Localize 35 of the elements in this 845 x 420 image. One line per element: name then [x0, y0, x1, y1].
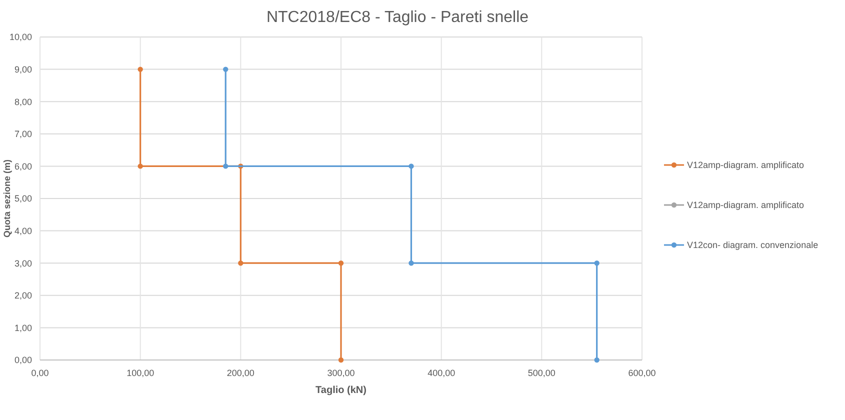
- y-tick-label: 6,00: [14, 161, 32, 172]
- y-tick-label: 2,00: [14, 290, 32, 301]
- x-tick-label: 500,00: [528, 368, 556, 378]
- y-tick-label: 0,00: [14, 355, 32, 366]
- x-tick-label: 600,00: [628, 368, 656, 378]
- legend-label: V12con- diagram. convenzionale: [687, 240, 818, 250]
- y-tick-label: 8,00: [14, 96, 32, 107]
- x-tick-label: 400,00: [428, 368, 456, 378]
- y-tick-label: 9,00: [14, 64, 32, 74]
- x-tick-label: 100,00: [126, 368, 154, 378]
- point: [594, 260, 600, 266]
- y-tick-label: 7,00: [14, 129, 32, 140]
- point: [408, 164, 414, 169]
- y-tick-label: 1,00: [14, 322, 32, 333]
- y-tick-label: 3,00: [14, 258, 32, 268]
- point: [138, 66, 143, 72]
- x-tick-label: 0,00: [31, 368, 49, 378]
- y-tick-label: 10,00: [9, 32, 32, 42]
- y-tick-label: 5,00: [14, 194, 32, 204]
- point: [138, 164, 143, 169]
- legend-label: V12amp-diagram. amplificato: [687, 200, 804, 210]
- x-tick-label: 300,00: [327, 368, 355, 378]
- point: [238, 260, 244, 266]
- x-tick-label: 200,00: [226, 368, 254, 378]
- y-tick-label: 4,00: [14, 226, 32, 236]
- point: [338, 260, 344, 266]
- point: [594, 357, 600, 363]
- chart-title: NTC2018/EC8 - Taglio - Pareti snelle: [266, 9, 529, 26]
- point: [338, 357, 344, 363]
- point: [223, 164, 228, 169]
- x-axis-title: Taglio (kN): [316, 385, 366, 396]
- legend-label: V12amp-diagram. amplificato: [687, 160, 804, 170]
- point: [408, 260, 414, 266]
- point: [223, 66, 228, 72]
- y-axis-title: Quota sezione (m): [2, 159, 12, 238]
